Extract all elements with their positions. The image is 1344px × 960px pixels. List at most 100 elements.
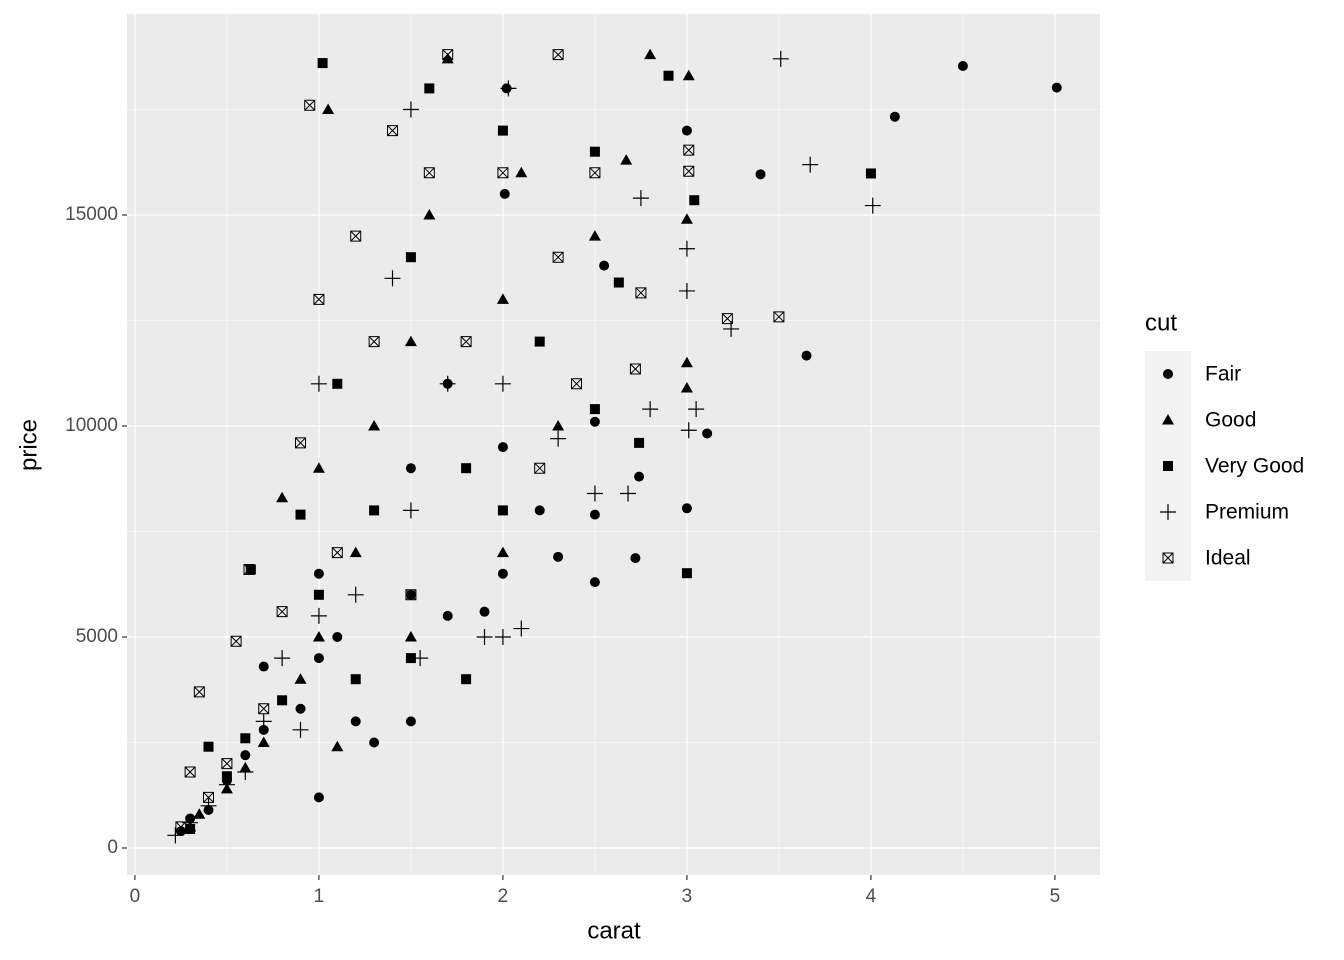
y-tick-label: 0	[107, 837, 118, 858]
point	[175, 826, 186, 837]
point	[1051, 82, 1062, 93]
point	[773, 311, 785, 323]
point	[589, 509, 600, 520]
point	[889, 111, 900, 122]
point	[864, 197, 881, 214]
point	[350, 716, 361, 727]
point	[331, 547, 343, 559]
point	[277, 695, 288, 706]
point	[243, 563, 255, 575]
point	[589, 146, 600, 157]
point	[322, 103, 335, 114]
point	[313, 568, 324, 579]
point	[313, 589, 324, 600]
point	[620, 485, 637, 502]
point	[589, 577, 600, 588]
point	[461, 463, 472, 474]
point	[313, 653, 324, 664]
point	[461, 674, 472, 685]
point	[683, 144, 695, 156]
point	[312, 462, 325, 473]
point	[499, 188, 510, 199]
point	[534, 462, 546, 474]
point	[240, 733, 251, 744]
point	[682, 69, 695, 81]
point	[295, 703, 306, 714]
point	[295, 509, 306, 520]
point	[230, 635, 242, 647]
point	[387, 125, 399, 137]
point	[550, 430, 567, 447]
point	[218, 776, 235, 793]
point	[515, 166, 528, 178]
point	[678, 282, 695, 299]
point	[476, 628, 493, 645]
point	[630, 553, 641, 564]
point	[439, 375, 456, 392]
point	[404, 335, 417, 347]
point	[553, 551, 564, 562]
point	[313, 293, 325, 305]
point	[635, 287, 647, 299]
point	[332, 378, 343, 389]
point	[350, 674, 361, 685]
point	[258, 703, 270, 715]
point	[689, 195, 700, 206]
point	[255, 713, 272, 730]
x-tick-label: 3	[682, 886, 693, 907]
point	[237, 764, 254, 781]
legend-label: Ideal	[1205, 547, 1251, 570]
point	[276, 491, 289, 503]
point	[497, 568, 508, 579]
point	[589, 416, 600, 427]
point	[588, 230, 601, 241]
point	[405, 589, 417, 601]
point	[629, 363, 641, 375]
point	[680, 382, 693, 393]
point	[494, 628, 511, 645]
point	[513, 620, 530, 637]
point	[586, 485, 603, 502]
point	[442, 610, 453, 621]
point	[680, 356, 693, 368]
point	[494, 375, 511, 392]
point	[681, 503, 692, 514]
legend-key	[1160, 504, 1176, 520]
point	[258, 661, 269, 672]
point	[497, 505, 508, 516]
point	[331, 740, 344, 752]
x-tick-label: 5	[1050, 886, 1061, 907]
point	[571, 378, 583, 390]
point	[460, 336, 472, 348]
point	[721, 313, 733, 325]
point	[203, 741, 214, 752]
point	[865, 168, 876, 179]
point	[702, 428, 713, 439]
point	[552, 251, 564, 263]
point	[589, 404, 600, 415]
point	[350, 230, 362, 242]
point	[802, 156, 819, 173]
point	[500, 80, 517, 97]
point	[245, 564, 256, 575]
point	[203, 791, 215, 803]
point	[221, 771, 232, 782]
point	[772, 50, 789, 67]
point	[423, 167, 435, 179]
point	[681, 125, 692, 136]
point	[552, 419, 565, 431]
y-axis-title: price	[15, 419, 42, 471]
point	[175, 821, 187, 833]
point	[634, 437, 645, 448]
point	[678, 240, 695, 257]
point	[200, 797, 217, 814]
point	[310, 375, 327, 392]
panel	[127, 14, 1100, 875]
point	[369, 505, 380, 516]
point	[274, 650, 291, 667]
point	[310, 607, 327, 624]
point	[680, 422, 697, 439]
y-tick-label: 15000	[65, 204, 118, 225]
point	[424, 83, 435, 94]
point	[442, 49, 454, 61]
